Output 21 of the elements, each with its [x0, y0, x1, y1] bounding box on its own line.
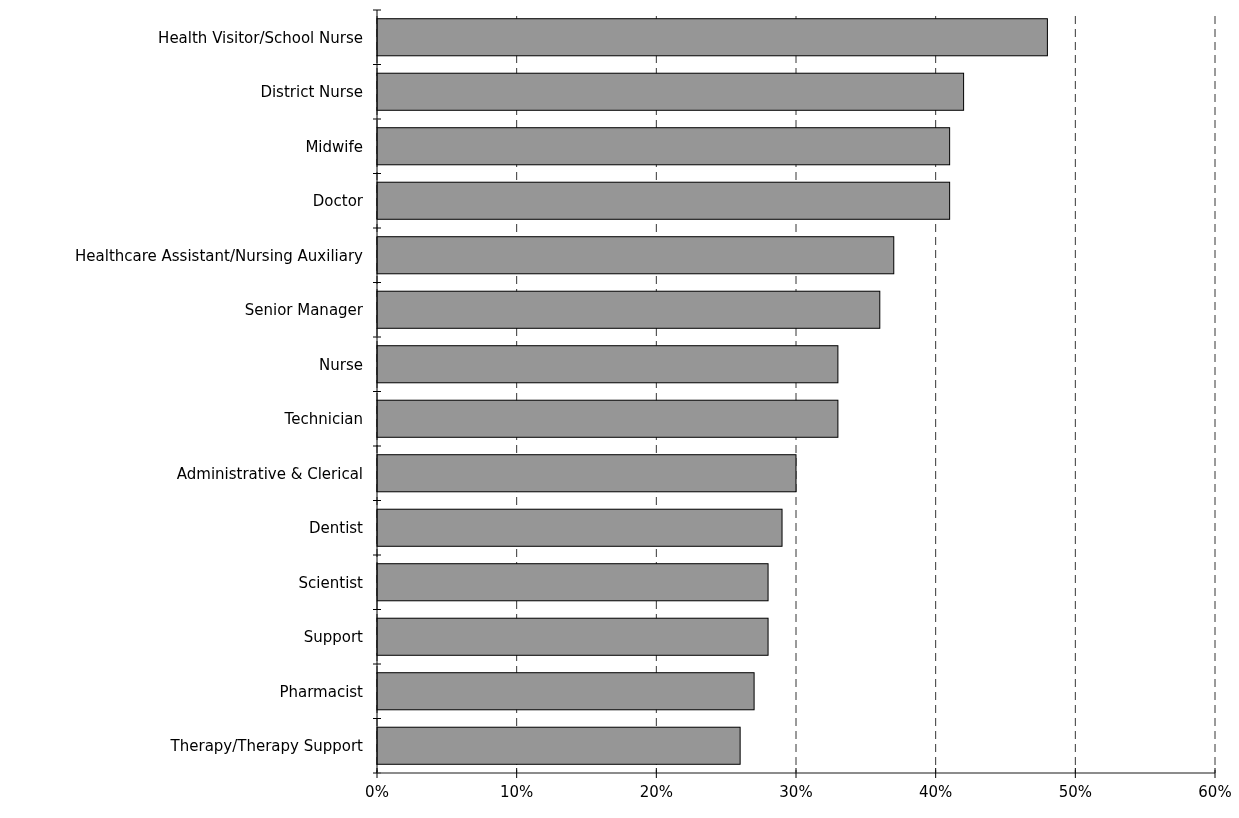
x-tick-label: 40%: [918, 783, 953, 801]
y-tick-label: Therapy/Therapy Support: [169, 737, 364, 755]
y-tick-label: Support: [303, 628, 364, 646]
y-tick-label: Nurse: [319, 355, 363, 374]
y-tick-label: Scientist: [298, 573, 364, 592]
x-tick-label: 20%: [639, 783, 674, 801]
x-tick-label: 60%: [1198, 783, 1232, 801]
y-tick-label: Pharmacist: [279, 682, 364, 701]
x-tick-label: 50%: [1058, 783, 1093, 801]
y-tick-label: Health Visitor/School Nurse: [158, 28, 363, 47]
y-tick-label: Administrative & Clerical: [176, 464, 363, 483]
y-tick-label: Healthcare Assistant/Nursing Auxiliary: [75, 246, 364, 265]
x-tick-label: 0%: [365, 783, 389, 801]
x-tick-label: 10%: [499, 783, 534, 801]
y-tick-label: District Nurse: [260, 83, 363, 101]
x-tick-label: 30%: [779, 783, 813, 801]
y-tick-label: Midwife: [305, 137, 363, 156]
y-tick-label: Senior Manager: [244, 301, 364, 319]
y-tick-label: Technician: [283, 410, 363, 428]
y-tick-label: Doctor: [312, 192, 364, 210]
y-tick-label: Dentist: [308, 519, 364, 537]
